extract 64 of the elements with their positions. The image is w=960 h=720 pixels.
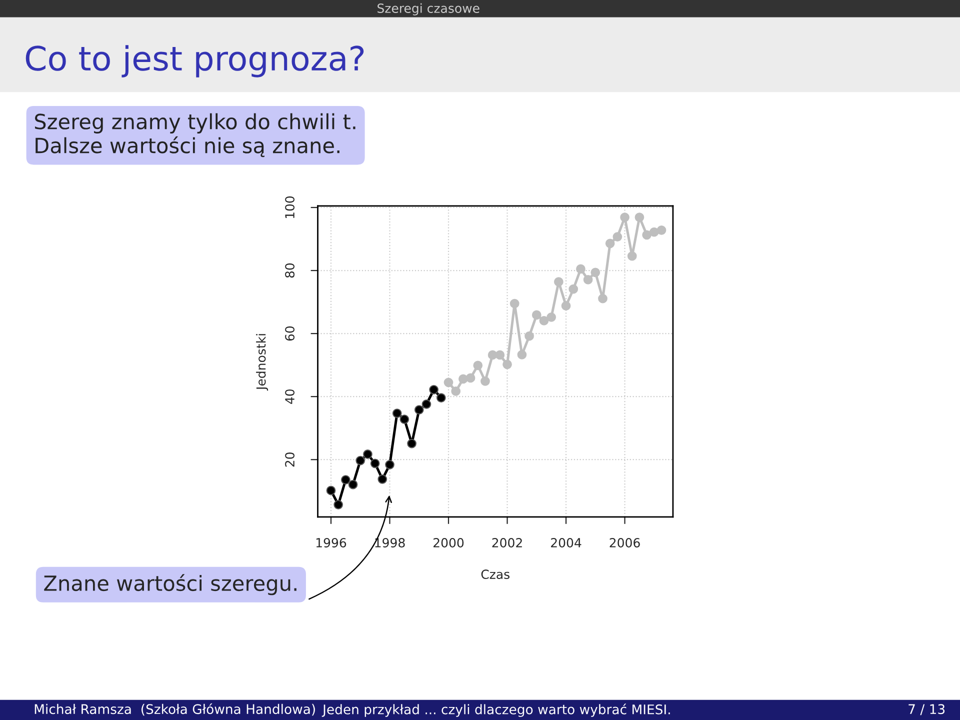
y-tick-label: 80 — [285, 263, 295, 278]
x-tick-label: 2004 — [551, 538, 582, 548]
point — [414, 405, 424, 414]
point — [532, 310, 542, 320]
point — [436, 393, 446, 403]
point — [495, 350, 505, 360]
y-tick-label: 100 — [285, 196, 295, 218]
point — [348, 480, 358, 490]
text: Michał Ramsza (Szkoła Główna Handlowa) — [34, 703, 315, 716]
y-tick-label: 40 — [285, 389, 295, 404]
point — [480, 376, 490, 386]
point — [634, 212, 644, 222]
y-tick-label: 20 — [285, 452, 295, 467]
text: Znane wartości szeregu. — [44, 574, 296, 596]
point — [656, 226, 666, 235]
point — [326, 486, 336, 496]
x-tick-label: 1996 — [316, 538, 346, 548]
y-tick-label: 60 — [285, 326, 295, 341]
point — [502, 360, 512, 370]
y-axis-title: Jednostki — [256, 334, 268, 391]
point — [598, 294, 608, 304]
x-axis-title: Czas — [481, 570, 510, 580]
point — [340, 475, 350, 484]
point — [422, 399, 432, 409]
point — [517, 350, 527, 360]
point — [334, 500, 344, 510]
point — [554, 277, 564, 287]
point — [363, 450, 372, 459]
point — [546, 312, 556, 322]
point — [510, 298, 520, 308]
point — [392, 408, 402, 418]
point — [620, 212, 630, 222]
chart-subtitle: Szeregi czasowe — [378, 3, 480, 16]
point — [590, 268, 600, 278]
point — [356, 456, 366, 466]
point — [605, 238, 615, 248]
point — [400, 414, 410, 424]
point — [642, 230, 652, 240]
point — [370, 458, 380, 468]
x-tick-label: 2000 — [434, 538, 464, 548]
point — [473, 360, 483, 370]
point — [407, 438, 416, 448]
point — [451, 386, 461, 396]
text: Szereg znamy tylko do chwili t. Dalsze wartości nie są znane. — [34, 113, 356, 158]
x-tick-label: 1998 — [375, 538, 405, 548]
chart-title: Co to jest prognoza? — [26, 45, 364, 78]
point — [576, 264, 586, 274]
point — [385, 460, 394, 470]
point — [539, 316, 549, 326]
point — [429, 384, 438, 394]
point — [612, 232, 622, 242]
point — [649, 227, 659, 237]
point — [466, 373, 476, 383]
point — [524, 331, 534, 341]
point — [378, 474, 388, 484]
x-tick-label: 2006 — [610, 538, 640, 548]
point — [568, 284, 578, 294]
text: 7 / 13 — [908, 704, 945, 716]
point — [444, 378, 454, 388]
point — [561, 301, 571, 311]
x-tick-label: 2002 — [492, 538, 522, 548]
text: Jeden przykład ... czyli dlaczego warto wybrać MIESI. — [322, 704, 670, 717]
point — [627, 251, 637, 261]
point — [583, 274, 593, 284]
